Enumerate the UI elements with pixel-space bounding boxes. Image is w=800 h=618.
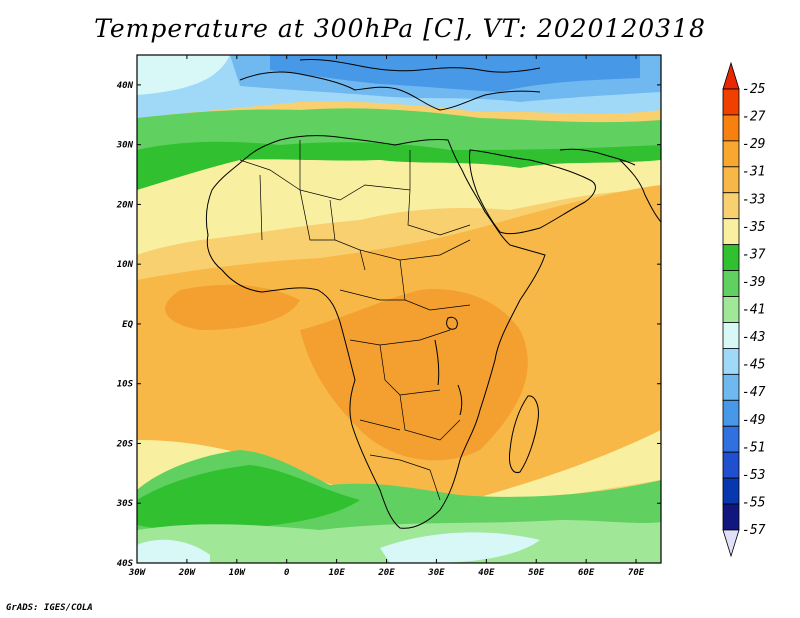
colorbar-bottom-triangle [722,529,740,558]
x-axis: 30W 20W 10W 0 10E 20E 30E 40E 50E 60E 70E [128,55,645,578]
temperature-field [137,55,661,563]
europe-coastline [239,71,541,111]
colorbar-swatch [722,270,740,297]
madagascar-coastline [509,395,539,474]
colorbar-label: -45 [742,358,766,373]
x-tick-label: 30W [128,568,147,578]
coastlines [205,59,661,529]
x-tick-label: 10E [328,568,345,578]
field-cream-south [137,430,661,507]
country-borders [239,140,471,501]
field-hot-center [300,289,528,461]
colorbar-swatch [722,218,740,246]
field-cream-north [137,159,661,255]
y-tick-label: 30N [116,141,134,151]
y-tick-label: EQ [122,320,133,330]
x-tick-label: 20W [178,568,197,578]
colorbar-label: -41 [742,303,765,318]
europe-coastline-2 [299,59,541,73]
colorbar-swatch [722,296,740,323]
colorbar: -25 -27 -29 -31 -33 -35 -37 -39 -41 -43 -45 -47 -49 -… [722,61,766,558]
colorbar-label: -47 [742,385,766,400]
colorbar-swatch [722,503,740,531]
y-tick-label: 10N [117,260,134,270]
colorbar-swatch [722,322,740,349]
field-deep-blue-north [270,55,640,92]
colorbar-swatch [722,477,740,505]
colorbar-label: -43 [742,330,765,345]
colorbar-swatch [722,425,740,453]
colorbar-label: -55 [742,495,766,510]
map-title: Temperature at 300hPa [C], VT: 202012031… [94,14,706,43]
y-tick-label: 10S [117,380,134,390]
colorbar-swatch [722,399,740,427]
persian-gulf [559,148,636,166]
colorbar-label: -27 [742,110,766,125]
y-tick-label: 30S [116,499,134,509]
colorbar-swatch [722,244,740,271]
colorbar-label: -53 [742,468,765,483]
colorbar-label: -37 [742,247,766,262]
colorbar-label: -49 [742,413,765,428]
colorbar-swatch [722,140,740,168]
field-pale-south [380,532,540,563]
x-tick-label: 0 [284,568,290,578]
credit-text: GrADS: IGES/COLA [6,603,93,613]
colorbar-swatch [722,166,740,194]
x-tick-label: 20E [377,568,395,578]
arabia-coastline [469,149,596,235]
colorbar-label: -51 [742,440,765,455]
colorbar-swatch [722,88,740,116]
colorbar-label: -33 [742,192,765,207]
x-tick-label: 40E [478,568,495,578]
india-coastline [619,159,661,223]
lake-victoria [446,316,458,330]
y-tick-label: 20N [116,200,134,210]
colorbar-label: -25 [742,82,766,97]
colorbar-swatch [722,373,740,401]
colorbar-swatch [722,114,740,142]
y-axis: 40N 30N 20N 10N EQ 10S 20S 30S 40S [116,81,661,569]
colorbar-label: -29 [742,137,765,152]
y-tick-label: 40N [117,81,134,91]
x-tick-label: 70E [628,568,645,578]
colorbar-top-triangle [722,61,740,90]
field-dark-green-south [137,465,360,531]
field-dark-green-north [137,141,661,190]
x-tick-label: 50E [528,568,545,578]
field-pale-nw [137,55,230,95]
y-tick-label: 20S [116,439,134,449]
lake-tanganyika [434,339,440,386]
colorbar-swatch [722,192,740,220]
field-pale-sw [137,539,210,563]
field-hot-west [165,284,300,330]
colorbar-label: -57 [742,523,766,538]
plot-frame [136,54,662,564]
x-tick-label: 30E [427,568,445,578]
field-light-green-south [137,520,661,563]
y-tick-label: 40S [117,559,134,569]
colorbar-swatch [722,451,740,479]
lake-malawi [457,384,463,416]
x-tick-label: 60E [578,568,595,578]
colorbar-swatch [722,348,740,375]
colorbar-label: -35 [742,220,766,235]
colorbar-label: -39 [742,275,765,290]
x-tick-label: 10W [229,568,247,578]
africa-coastline [205,135,546,529]
colorbar-label: -31 [742,165,765,180]
